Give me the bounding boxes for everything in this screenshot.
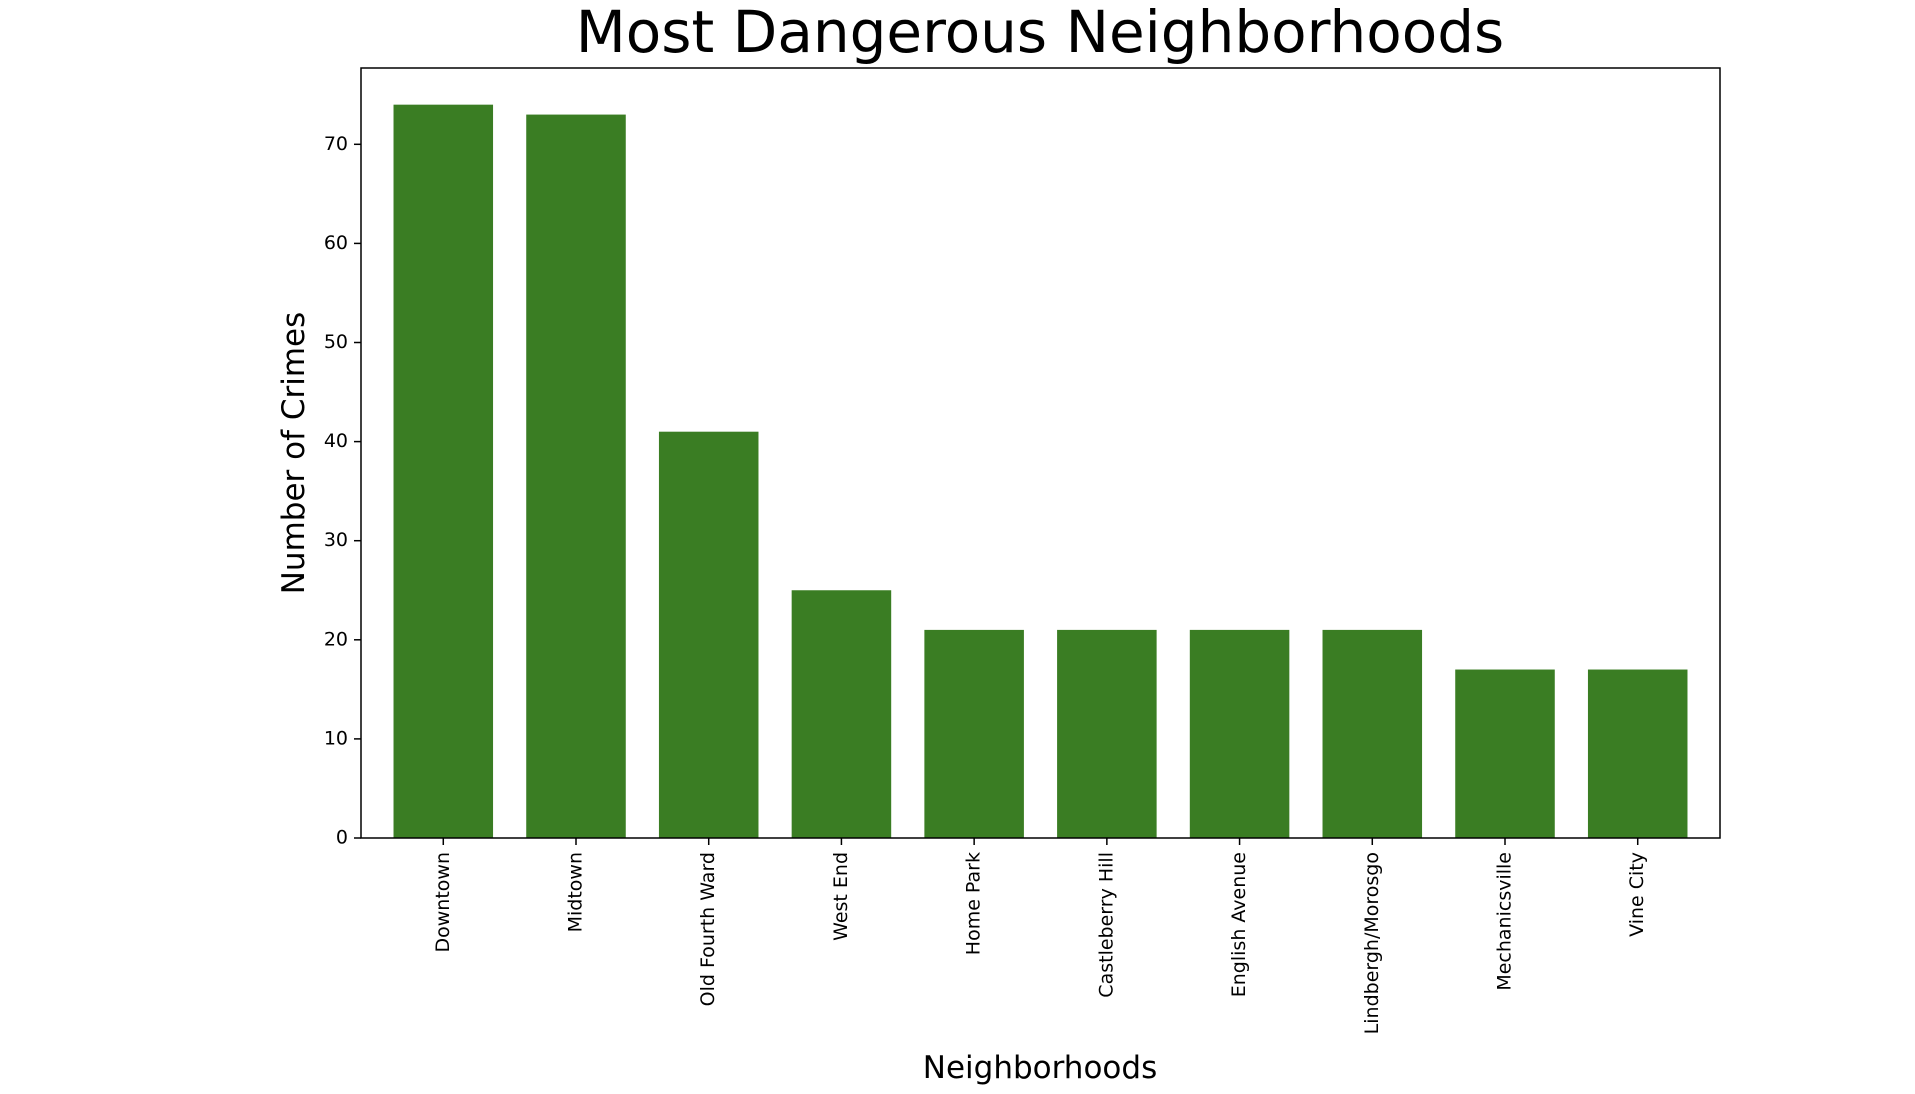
y-tick-label-6: 60 bbox=[324, 232, 348, 254]
y-tick-label-2: 20 bbox=[324, 628, 348, 650]
bar-4 bbox=[924, 629, 1024, 838]
y-tick-label-5: 50 bbox=[324, 331, 348, 353]
y-tick-label-3: 30 bbox=[324, 529, 348, 551]
bar-0 bbox=[393, 104, 494, 838]
bar-5 bbox=[1057, 629, 1157, 838]
bar-1 bbox=[526, 114, 626, 838]
y-tick-label-1: 10 bbox=[324, 727, 348, 749]
bar-3 bbox=[791, 590, 892, 838]
x-tick-label-7: Lindbergh/Morosgo bbox=[1361, 852, 1383, 1034]
x-tick-label-5: Castleberry Hill bbox=[1095, 852, 1117, 998]
y-axis: 0 10 20 30 40 50 60 70 bbox=[324, 133, 361, 849]
y-axis-label: Number of Crimes bbox=[276, 312, 312, 595]
x-tick-label-4: Home Park bbox=[963, 852, 985, 955]
x-axis-label: Neighborhoods bbox=[923, 1050, 1157, 1086]
bar-9 bbox=[1587, 669, 1688, 838]
bar-7 bbox=[1322, 629, 1423, 838]
x-tick-label-1: Midtown bbox=[564, 852, 586, 932]
bars bbox=[393, 104, 1688, 838]
x-tick-label-9: Vine City bbox=[1626, 852, 1648, 937]
y-tick-label-0: 0 bbox=[336, 827, 348, 849]
plot-area-frame bbox=[360, 67, 1721, 839]
chart-title: Most Dangerous Neighborhoods bbox=[576, 0, 1505, 66]
y-tick-label-7: 70 bbox=[324, 133, 348, 155]
x-tick-label-6: English Avenue bbox=[1228, 852, 1250, 997]
x-tick-label-0: Downtown bbox=[432, 852, 454, 953]
x-tick-label-2: Old Fourth Ward bbox=[697, 852, 719, 1006]
bar-6 bbox=[1189, 629, 1290, 838]
bar-2 bbox=[658, 431, 759, 838]
y-tick-label-4: 40 bbox=[324, 430, 348, 452]
bar-8 bbox=[1455, 669, 1555, 838]
x-tick-label-3: West End bbox=[830, 852, 852, 941]
x-tick-label-8: Mechanicsville bbox=[1494, 852, 1516, 991]
x-axis: Downtown Midtown Old Fourth Ward West End Ho… bbox=[432, 838, 1648, 1034]
